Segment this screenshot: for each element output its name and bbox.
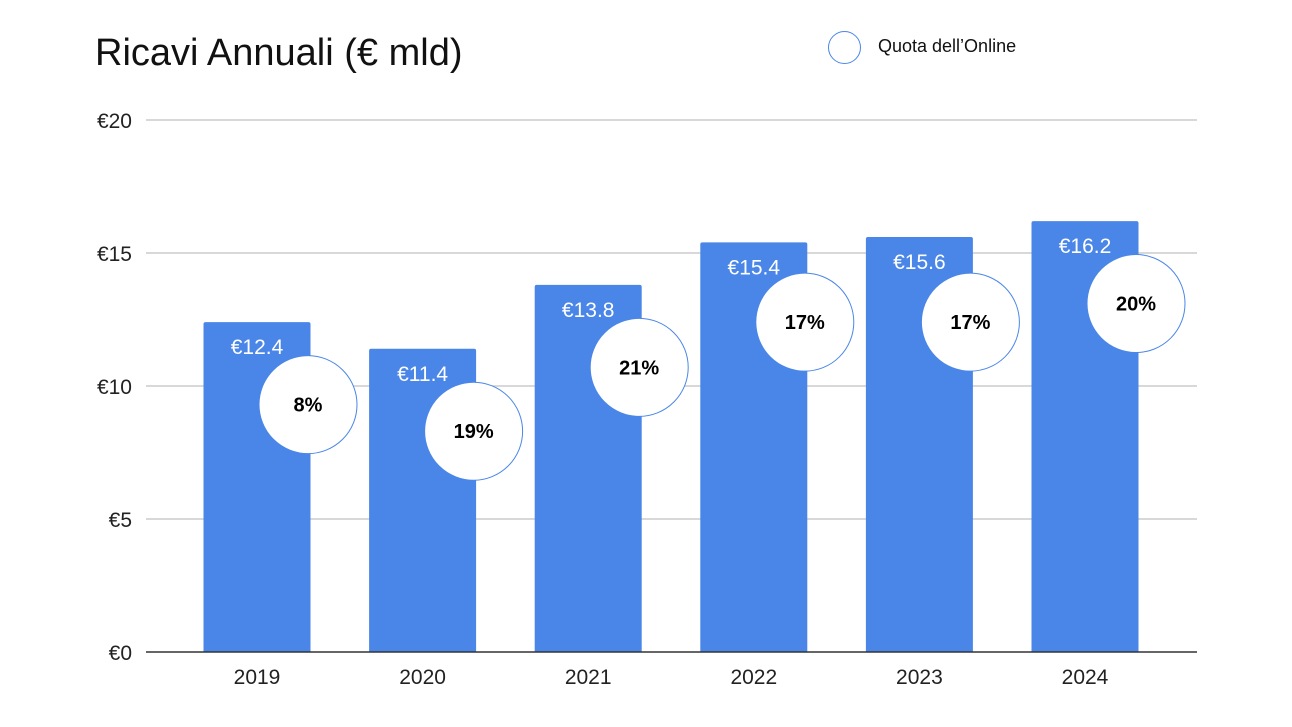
y-tick-label: €5	[109, 509, 132, 532]
x-tick-label: 2019	[234, 666, 281, 689]
y-tick-label: €20	[97, 110, 132, 133]
legend-circle-marker	[828, 31, 861, 64]
online-share-bubble	[258, 355, 358, 455]
x-tick-label: 2022	[730, 666, 777, 689]
online-share-bubble	[755, 272, 855, 372]
legend-label: Quota dell’Online	[878, 36, 1017, 56]
y-tick-label: €10	[97, 376, 132, 399]
y-tick-label: €15	[97, 243, 132, 266]
online-share-bubble	[589, 317, 689, 417]
online-share-label: 17%	[950, 312, 990, 334]
x-tick-label: 2023	[896, 666, 943, 689]
online-share-label: 8%	[294, 395, 323, 417]
bar-value-label: €15.4	[728, 256, 781, 279]
bar-value-label: €12.4	[231, 336, 284, 359]
x-tick-label: 2021	[565, 666, 612, 689]
online-share-label: 20%	[1116, 294, 1156, 316]
bar-value-label: €11.4	[397, 363, 448, 386]
online-share-bubble	[424, 381, 524, 481]
online-share-label: 19%	[454, 421, 494, 443]
bar-value-label: €15.6	[893, 251, 946, 274]
x-tick-label: 2020	[399, 666, 446, 689]
x-tick-label: 2024	[1062, 666, 1109, 689]
chart-title: Ricavi Annuali (€ mld)	[95, 32, 463, 74]
y-tick-label: €0	[109, 642, 132, 665]
bar-value-label: €13.8	[562, 299, 615, 322]
bar-value-label: €16.2	[1059, 235, 1112, 258]
online-share-label: 17%	[785, 312, 825, 334]
online-share-bubble	[920, 272, 1020, 372]
online-share-label: 21%	[619, 357, 659, 379]
online-share-bubble	[1086, 254, 1186, 354]
